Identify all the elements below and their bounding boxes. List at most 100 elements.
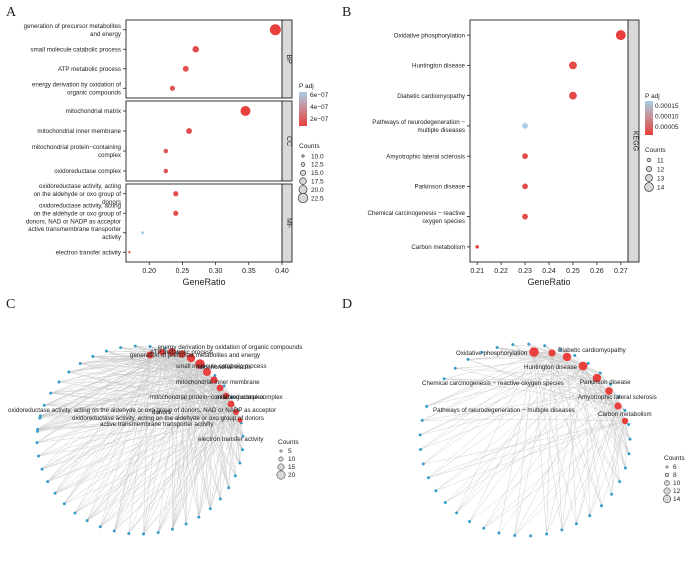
gene-node — [39, 414, 42, 417]
color-tick-label: 4e−07 — [310, 104, 329, 111]
gene-node — [587, 362, 590, 365]
term-label: mitochondrial protein−containing complex — [150, 394, 265, 401]
x-tick-label: 0.25 — [176, 268, 190, 275]
plot-frame — [470, 20, 628, 262]
gene-node — [134, 345, 137, 348]
legend-size-label: 15 — [288, 464, 296, 471]
gene-node — [600, 504, 603, 507]
gene-node — [54, 492, 57, 495]
gene-node — [49, 392, 52, 395]
legend-color-title: P adj — [299, 83, 314, 90]
category-label: Huntington disease — [412, 63, 466, 70]
gene-node — [119, 346, 122, 349]
term-label: active transmembrane transporter activit… — [100, 421, 214, 428]
gene-node — [466, 358, 469, 361]
panel-letter-d: D — [342, 297, 352, 312]
legend-size-label: 14 — [657, 184, 665, 191]
gene-node — [209, 507, 212, 510]
gene-node — [628, 438, 631, 441]
legend-size-title: Counts — [664, 455, 685, 462]
x-axis-title: GeneRatio — [527, 277, 570, 287]
category-label: Carbon metabolism — [411, 244, 465, 251]
gene-node — [627, 452, 630, 455]
legend-size-dot — [279, 457, 283, 461]
facet-frame — [126, 20, 282, 98]
x-tick-label: 0.21 — [470, 268, 484, 275]
data-point — [522, 153, 528, 159]
category-label: ATP metabolic process — [58, 66, 121, 73]
x-tick-label: 0.27 — [614, 268, 628, 275]
data-point — [170, 86, 175, 91]
legend-color-title: P adj — [645, 93, 660, 100]
legend-size-dot — [647, 158, 651, 162]
x-tick-label: 0.23 — [518, 268, 532, 275]
gene-node — [618, 480, 621, 483]
network-edge — [576, 406, 618, 524]
legend-size-label: 13 — [657, 175, 665, 182]
network-edge — [457, 352, 534, 513]
legend-size-dot — [300, 170, 305, 175]
gene-node — [127, 532, 130, 535]
category-label: oxidoreductase complex — [54, 168, 122, 175]
legend-size-dot — [646, 166, 651, 171]
data-point — [522, 184, 528, 190]
gene-node — [425, 405, 428, 408]
facet-label-bp: BP — [285, 54, 292, 64]
x-tick-label: 0.30 — [209, 268, 223, 275]
category-label: Diabetic cardiomyopathy — [397, 93, 466, 100]
color-tick-label: 0.00015 — [655, 103, 679, 110]
term-label: electron transfer activity — [198, 436, 264, 443]
gene-node — [86, 519, 89, 522]
color-tick-label: 0.00010 — [655, 114, 679, 121]
legend-size-label: 12.5 — [311, 162, 324, 169]
category-label: Amyotrophic lateral sclerosis — [386, 153, 465, 160]
gene-node — [74, 511, 77, 514]
legend-size-dot — [645, 183, 654, 192]
gene-node — [238, 461, 241, 464]
legend-size-dot — [277, 471, 285, 479]
gene-node — [421, 419, 424, 422]
category-label: Oxidative phosphorylation — [394, 32, 466, 39]
gene-node — [36, 441, 39, 444]
color-bar — [299, 92, 307, 126]
data-point — [164, 149, 168, 153]
gene-node — [99, 525, 102, 528]
data-point — [173, 191, 178, 196]
gene-node — [482, 527, 485, 530]
term-label: mitochondrial matrix — [196, 364, 252, 371]
data-point — [616, 30, 626, 40]
gene-node — [91, 355, 94, 358]
category-label: electron transfer activity — [56, 249, 122, 256]
gene-node — [527, 343, 530, 346]
term-node — [579, 362, 588, 371]
network-edge — [470, 406, 618, 522]
facet-label-mf: MF — [285, 218, 292, 228]
gene-node — [142, 532, 145, 535]
gene-node — [219, 497, 222, 500]
network-edge — [515, 378, 597, 536]
term-label: Carbon metabolism — [598, 411, 652, 418]
gene-node — [610, 493, 613, 496]
gene-node — [513, 534, 516, 537]
legend-size-dot — [298, 193, 308, 203]
gene-node — [627, 423, 630, 426]
facet-label-kegg: KEGG — [632, 131, 639, 151]
gene-node — [185, 523, 188, 526]
category-label: mitochondrial matrix — [66, 108, 122, 115]
gene-node — [434, 489, 437, 492]
gene-node — [529, 534, 532, 537]
data-point — [270, 24, 281, 35]
term-node — [614, 402, 621, 409]
data-point — [186, 128, 192, 134]
gene-node — [41, 468, 44, 471]
term-label: Pathways of neurodegeneration − multiple… — [433, 407, 575, 414]
gene-node — [588, 514, 591, 517]
legend-size-title: Counts — [278, 439, 299, 446]
gene-node — [37, 455, 40, 458]
term-node — [548, 349, 555, 356]
gene-node — [575, 522, 578, 525]
